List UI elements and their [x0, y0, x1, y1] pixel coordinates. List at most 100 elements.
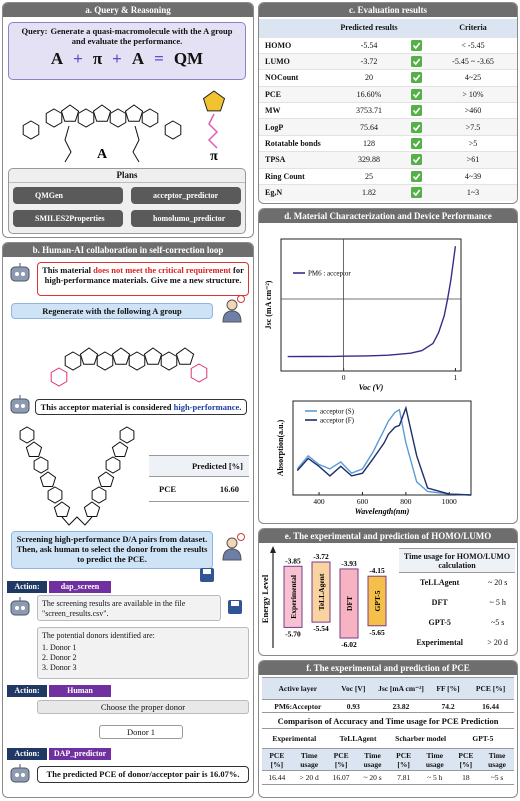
value-row: 16.44 > 20 d 16.07 ~ 20 s 7.81 ~ 5 h 18 ~5 s	[262, 770, 514, 785]
ring	[96, 351, 114, 371]
equation-token: A	[50, 49, 64, 68]
homo-label: -5.65	[369, 628, 385, 637]
pi-chain	[207, 113, 219, 149]
ring	[33, 456, 49, 474]
ring	[64, 351, 82, 371]
table-cell: 74.2	[441, 701, 455, 711]
header-cell: Criteria	[459, 23, 487, 33]
predicted-value: 3753.71	[356, 106, 382, 116]
ring	[111, 441, 129, 457]
check-icon	[410, 56, 422, 68]
action-name: dap_screen	[49, 581, 111, 593]
predicted-value: 329.88	[358, 155, 380, 165]
check-icon	[410, 121, 422, 133]
message: Choose the proper donor	[37, 700, 249, 714]
robot-eye	[21, 773, 25, 777]
x-tick-label: 1	[454, 373, 458, 382]
subheader-row: PCE [%] Time usage PCE [%] Time usage PCE [%…	[262, 748, 514, 771]
panel-f: f. The experimental and prediction of PC…	[258, 660, 518, 798]
check-box	[410, 138, 422, 150]
predicted-value: 128	[363, 139, 375, 149]
check-icon	[410, 72, 422, 84]
header-cell: PCE [%]	[475, 684, 506, 693]
time-table: Time usage for HOMO/LUMO calculation TeLL…	[399, 548, 515, 653]
message: The screening results are available in t…	[37, 595, 221, 621]
predicted-value: 75.64	[360, 122, 378, 132]
ring	[119, 426, 135, 444]
series-line	[287, 246, 457, 358]
ring	[141, 108, 159, 128]
robot-icon	[10, 597, 30, 616]
tool-pill: acceptor_predictor	[131, 187, 241, 204]
message: Donor 1	[99, 725, 183, 739]
panel-d: d. Material Characterization and Device …	[258, 208, 518, 524]
panel-c: c. Evaluation results Predicted results Cr…	[258, 2, 518, 204]
metric-name: Rotatable bonds	[265, 139, 321, 149]
tool-pill: QMGen	[13, 187, 123, 204]
predicted-value: 16.60%	[356, 89, 382, 99]
table-row: PCE 16.60	[149, 477, 249, 502]
criteria: > 10%	[462, 89, 484, 99]
ring	[83, 501, 101, 517]
lumo-label: -4.15	[369, 566, 385, 575]
criteria: >460	[464, 106, 482, 116]
legend-label: PM6 : acceptor	[308, 270, 351, 278]
value-cell: > 20 d	[299, 773, 319, 782]
robot-icon	[10, 395, 30, 414]
subheader-cell: PCE [%]	[269, 750, 285, 769]
check-cell	[403, 135, 429, 151]
ring	[91, 486, 107, 504]
check-icon	[410, 154, 422, 166]
robot-icon	[10, 263, 30, 282]
metric-name: PCE	[265, 89, 281, 99]
value-cell: ~ 5 h	[427, 773, 443, 782]
robot-eye	[21, 272, 25, 276]
check-box	[410, 187, 422, 199]
header-cell: Predicted results	[340, 23, 398, 33]
method-cell: Experimental	[416, 638, 463, 647]
table-row: GPT-5 ~5 s	[399, 613, 515, 633]
ring	[77, 108, 95, 128]
device-table: Active layer Voc [V] Jsc [mA cm⁻²] FF [%] PC…	[262, 677, 514, 713]
predicted-value: 1.82	[362, 188, 376, 198]
question-bubble	[237, 295, 245, 303]
metric-name: MW	[265, 106, 281, 116]
molecule-label: π	[210, 149, 218, 164]
metric-name: NOCount	[265, 73, 299, 83]
check-cell	[403, 185, 429, 201]
table-cell: PM6:Acceptor	[274, 701, 322, 711]
check-mark	[412, 156, 420, 164]
check-box	[410, 105, 422, 117]
equation-token: +	[112, 49, 122, 68]
message: Screening high-performance D/A pairs fro…	[11, 531, 213, 569]
message-part: for high-performance materials. Give me …	[44, 265, 244, 285]
equation-token: A	[131, 49, 145, 68]
table-cell: 0.93	[346, 701, 360, 711]
criteria: 4~39	[464, 171, 482, 181]
table-row: LUMO -3.72 -5.45 ~ -3.65	[259, 53, 517, 70]
panel-title: d. Material Characterization and Device …	[259, 209, 517, 223]
message-part: high-performance	[173, 402, 240, 412]
check-cell	[403, 152, 429, 168]
equation-token: π	[92, 49, 103, 68]
group-cell: TeLLAgent	[339, 734, 377, 743]
plans-title: Plans	[9, 169, 245, 183]
message-part: does not meet the critical requirement	[93, 265, 231, 275]
ring	[111, 347, 131, 365]
query-box: Query: Generate a quasi-macromolecule wit…	[8, 22, 246, 80]
check-cell	[403, 53, 429, 69]
table-row: DFT ~ 5 h	[399, 593, 515, 613]
tool-pill: SMILES2Properties	[13, 210, 123, 227]
equation-token: =	[154, 49, 164, 68]
check-icon	[410, 187, 422, 199]
x-tick-label: 400	[313, 497, 325, 506]
user-icon	[222, 295, 245, 323]
check-mark	[412, 189, 420, 197]
message: This material does not meet the critical…	[37, 262, 249, 296]
charts: 0 1 Voc (V) Jsc (mA cm⁻²) PM6 : acceptor 400 6…	[264, 238, 472, 516]
robot-eye	[21, 606, 25, 610]
header-cell: Active layer	[278, 684, 318, 693]
time-cell: ~ 20 s	[487, 578, 508, 588]
robot-eye	[21, 404, 25, 408]
